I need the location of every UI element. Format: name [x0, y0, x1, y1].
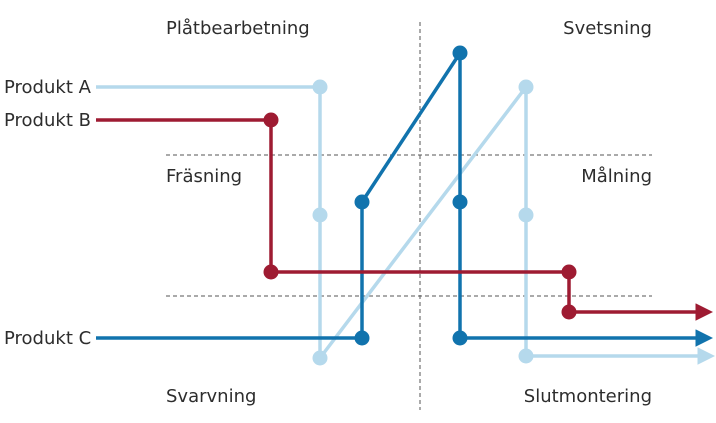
dept-label-malning: Målning [581, 166, 652, 187]
route-a-node [312, 207, 328, 223]
route-c-node [452, 45, 468, 61]
route-b-node [263, 112, 279, 128]
route-a-line [96, 85, 715, 365]
dept-label-platbearbetning: Plåtbearbetning [166, 18, 310, 39]
product-label-a: Produkt A [4, 77, 92, 98]
route-c-node [354, 194, 370, 210]
route-produkt-b [96, 112, 713, 321]
route-b-node [561, 264, 577, 280]
route-b-line [96, 118, 713, 321]
product-label-b: Produkt B [4, 110, 91, 131]
route-c-node [354, 330, 370, 346]
route-c-line [96, 51, 713, 347]
route-a-node [312, 350, 328, 366]
dept-label-frasning: Fräsning [166, 166, 242, 187]
dept-label-slutmontering: Slutmontering [524, 386, 652, 407]
dept-label-svarvning: Svarvning [166, 386, 256, 407]
route-b-node [561, 304, 577, 320]
route-a-node [312, 79, 328, 95]
route-c-node [452, 194, 468, 210]
route-a-node [518, 348, 534, 364]
route-produkt-c [96, 45, 713, 347]
route-produkt-a [96, 79, 715, 366]
route-a-node [518, 79, 534, 95]
route-c-node [452, 330, 468, 346]
department-dividers [166, 22, 652, 410]
route-a-node [518, 207, 534, 223]
dept-label-svetsning: Svetsning [563, 18, 652, 39]
route-b-node [263, 264, 279, 280]
product-label-c: Produkt C [4, 328, 91, 349]
